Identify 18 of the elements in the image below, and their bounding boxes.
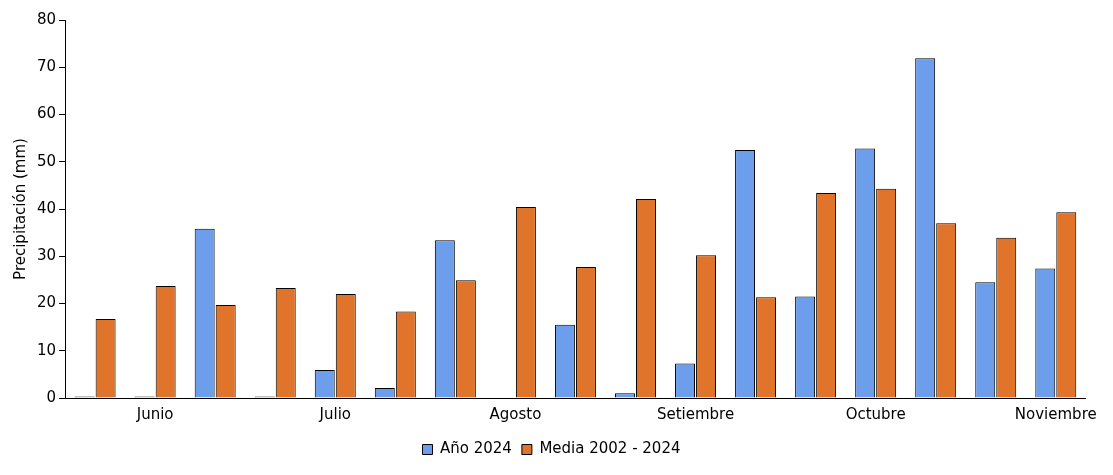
y-tick-label: 20	[36, 293, 57, 312]
y-tick-label: 60	[36, 104, 57, 123]
legend-label: Año 2024	[440, 439, 512, 458]
y-tick-label: 80	[36, 9, 57, 28]
y-tick-label: 30	[36, 246, 57, 265]
y-tick-label: 50	[36, 151, 57, 170]
x-tick-label: Agosto	[489, 404, 542, 423]
x-tick-label: Junio	[135, 404, 174, 423]
y-axis-title: Precipitación (mm)	[10, 138, 29, 280]
y-tick-label: 0	[46, 387, 57, 406]
y-tick-label: 40	[36, 198, 57, 217]
y-tick-label: 10	[36, 340, 57, 359]
y-tick-label: 70	[36, 57, 57, 76]
x-tick-label: Julio	[318, 404, 351, 423]
x-tick-label: Octubre	[845, 404, 906, 423]
x-tick-label: Setiembre	[656, 404, 735, 423]
x-tick-label: Noviembre	[1014, 404, 1097, 423]
legend-label: Media 2002 - 2024	[539, 439, 681, 458]
